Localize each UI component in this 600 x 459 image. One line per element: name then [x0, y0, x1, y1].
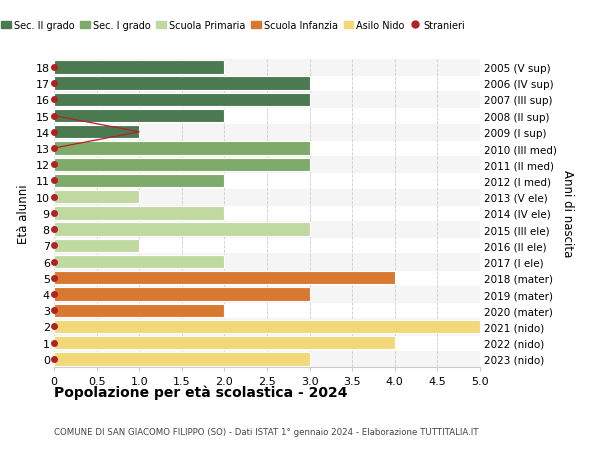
Bar [54, 351, 480, 367]
Bar [54, 320, 480, 333]
Text: Popolazione per età scolastica - 2024: Popolazione per età scolastica - 2024 [54, 385, 347, 399]
Bar [54, 61, 224, 74]
Bar [54, 157, 480, 173]
Bar [54, 239, 139, 252]
Bar [54, 94, 310, 107]
Bar [54, 336, 395, 350]
Bar [54, 158, 310, 172]
Bar [54, 353, 310, 366]
Bar [54, 189, 480, 205]
Bar [54, 142, 310, 155]
Bar [54, 126, 139, 139]
Bar [54, 60, 480, 76]
Bar [54, 174, 224, 188]
Legend: Sec. II grado, Sec. I grado, Scuola Primaria, Scuola Infanzia, Asilo Nido, Stran: Sec. II grado, Sec. I grado, Scuola Prim… [0, 17, 469, 34]
Bar [54, 288, 310, 301]
Bar [54, 92, 480, 108]
Bar [54, 77, 310, 90]
Bar [54, 190, 139, 204]
Bar [54, 223, 310, 236]
Bar [54, 286, 480, 302]
Bar [54, 222, 480, 238]
Bar [54, 272, 395, 285]
Y-axis label: Età alunni: Età alunni [17, 184, 30, 243]
Y-axis label: Anni di nascita: Anni di nascita [561, 170, 574, 257]
Text: COMUNE DI SAN GIACOMO FILIPPO (SO) - Dati ISTAT 1° gennaio 2024 - Elaborazione T: COMUNE DI SAN GIACOMO FILIPPO (SO) - Dat… [54, 427, 479, 436]
Bar [54, 255, 224, 269]
Bar [54, 304, 224, 317]
Bar [54, 124, 480, 140]
Bar [54, 207, 224, 220]
Bar [54, 254, 480, 270]
Bar [54, 319, 480, 335]
Bar [54, 110, 224, 123]
